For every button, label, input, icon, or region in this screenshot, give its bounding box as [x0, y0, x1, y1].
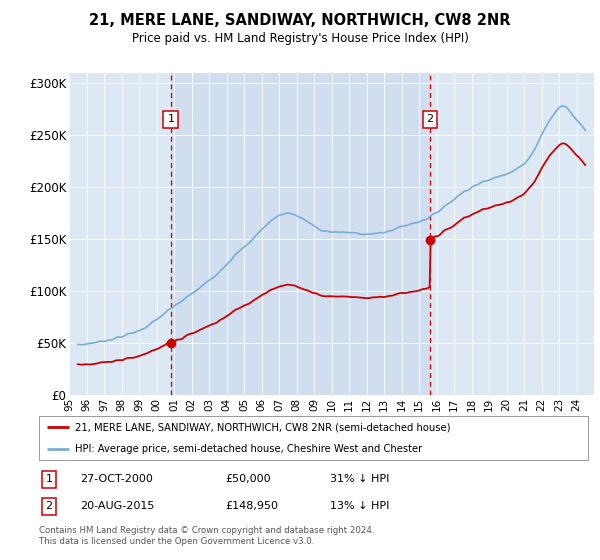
- Text: HPI: Average price, semi-detached house, Cheshire West and Chester: HPI: Average price, semi-detached house,…: [74, 444, 422, 454]
- Text: 13% ↓ HPI: 13% ↓ HPI: [330, 501, 389, 511]
- Text: 21, MERE LANE, SANDIWAY, NORTHWICH, CW8 2NR (semi-detached house): 21, MERE LANE, SANDIWAY, NORTHWICH, CW8 …: [74, 422, 450, 432]
- Text: 31% ↓ HPI: 31% ↓ HPI: [330, 474, 389, 484]
- Text: £50,000: £50,000: [226, 474, 271, 484]
- Text: 1: 1: [46, 474, 52, 484]
- Text: 2: 2: [46, 501, 52, 511]
- Text: 20-AUG-2015: 20-AUG-2015: [80, 501, 155, 511]
- Text: £148,950: £148,950: [226, 501, 278, 511]
- Text: 1: 1: [167, 114, 175, 124]
- Text: 27-OCT-2000: 27-OCT-2000: [80, 474, 153, 484]
- Text: 2: 2: [427, 114, 434, 124]
- Bar: [171, 73, 430, 395]
- Text: Contains HM Land Registry data © Crown copyright and database right 2024.
This d: Contains HM Land Registry data © Crown c…: [39, 526, 374, 546]
- Text: Price paid vs. HM Land Registry's House Price Index (HPI): Price paid vs. HM Land Registry's House …: [131, 32, 469, 45]
- Text: 21, MERE LANE, SANDIWAY, NORTHWICH, CW8 2NR: 21, MERE LANE, SANDIWAY, NORTHWICH, CW8 …: [89, 13, 511, 29]
